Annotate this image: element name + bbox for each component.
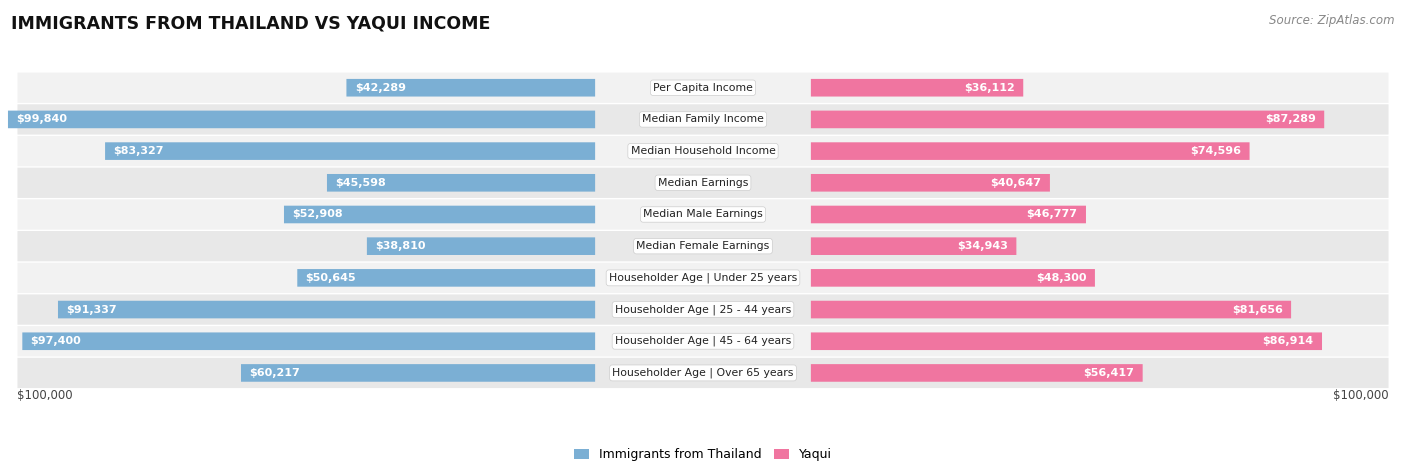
Text: $56,417: $56,417 [1084,368,1135,378]
Text: $40,647: $40,647 [991,178,1042,188]
Text: $97,400: $97,400 [31,336,82,346]
Text: Median Family Income: Median Family Income [643,114,763,124]
Text: $46,777: $46,777 [1026,210,1077,219]
Text: $91,337: $91,337 [66,304,117,315]
Text: $74,596: $74,596 [1191,146,1241,156]
Text: $100,000: $100,000 [17,389,73,402]
Text: $42,289: $42,289 [354,83,406,93]
FancyBboxPatch shape [811,364,1143,382]
FancyBboxPatch shape [58,301,595,318]
FancyBboxPatch shape [17,72,1389,103]
FancyBboxPatch shape [811,333,1322,350]
FancyBboxPatch shape [22,333,595,350]
Text: $48,300: $48,300 [1036,273,1087,283]
Text: $86,914: $86,914 [1263,336,1313,346]
Text: Per Capita Income: Per Capita Income [652,83,754,93]
Text: $100,000: $100,000 [1333,389,1389,402]
FancyBboxPatch shape [17,231,1389,262]
FancyBboxPatch shape [17,263,1389,293]
Text: $81,656: $81,656 [1232,304,1282,315]
Legend: Immigrants from Thailand, Yaqui: Immigrants from Thailand, Yaqui [574,448,832,461]
FancyBboxPatch shape [811,301,1291,318]
Text: Householder Age | Over 65 years: Householder Age | Over 65 years [612,368,794,378]
FancyBboxPatch shape [17,136,1389,166]
FancyBboxPatch shape [17,168,1389,198]
Text: $52,908: $52,908 [292,210,343,219]
Text: Source: ZipAtlas.com: Source: ZipAtlas.com [1270,14,1395,27]
FancyBboxPatch shape [811,205,1085,223]
FancyBboxPatch shape [328,174,595,191]
FancyBboxPatch shape [811,142,1250,160]
Text: $87,289: $87,289 [1265,114,1316,124]
FancyBboxPatch shape [17,294,1389,325]
FancyBboxPatch shape [17,104,1389,134]
Text: Householder Age | 25 - 44 years: Householder Age | 25 - 44 years [614,304,792,315]
FancyBboxPatch shape [17,199,1389,230]
Text: Householder Age | 45 - 64 years: Householder Age | 45 - 64 years [614,336,792,347]
Text: $36,112: $36,112 [965,83,1015,93]
FancyBboxPatch shape [367,237,595,255]
Text: $60,217: $60,217 [249,368,299,378]
Text: Median Male Earnings: Median Male Earnings [643,210,763,219]
FancyBboxPatch shape [17,358,1389,388]
FancyBboxPatch shape [297,269,595,287]
Text: $38,810: $38,810 [375,241,426,251]
Text: Median Female Earnings: Median Female Earnings [637,241,769,251]
Text: Householder Age | Under 25 years: Householder Age | Under 25 years [609,273,797,283]
FancyBboxPatch shape [105,142,595,160]
Text: $34,943: $34,943 [957,241,1008,251]
FancyBboxPatch shape [811,237,1017,255]
FancyBboxPatch shape [811,269,1095,287]
FancyBboxPatch shape [346,79,595,97]
Text: $83,327: $83,327 [114,146,165,156]
FancyBboxPatch shape [811,79,1024,97]
FancyBboxPatch shape [284,205,595,223]
FancyBboxPatch shape [8,111,595,128]
Text: Median Household Income: Median Household Income [630,146,776,156]
Text: IMMIGRANTS FROM THAILAND VS YAQUI INCOME: IMMIGRANTS FROM THAILAND VS YAQUI INCOME [11,14,491,32]
FancyBboxPatch shape [811,174,1050,191]
Text: $99,840: $99,840 [17,114,67,124]
FancyBboxPatch shape [240,364,595,382]
FancyBboxPatch shape [811,111,1324,128]
Text: $45,598: $45,598 [335,178,387,188]
FancyBboxPatch shape [17,326,1389,356]
Text: Median Earnings: Median Earnings [658,178,748,188]
Text: $50,645: $50,645 [305,273,356,283]
